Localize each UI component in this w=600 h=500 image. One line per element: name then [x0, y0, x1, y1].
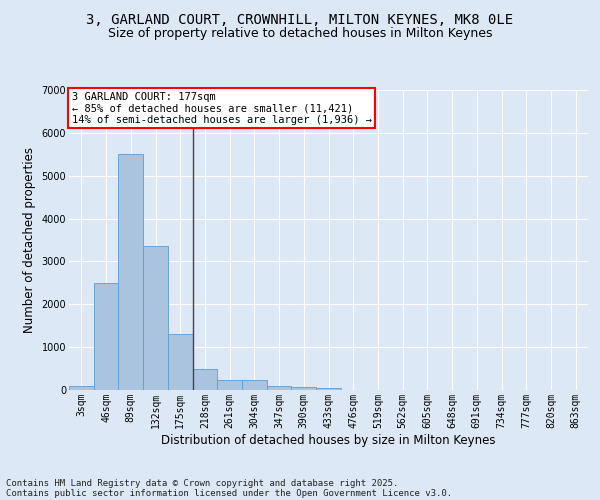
Bar [69, 386, 94, 390]
X-axis label: Distribution of detached houses by size in Milton Keynes: Distribution of detached houses by size … [161, 434, 496, 446]
Text: Contains public sector information licensed under the Open Government Licence v3: Contains public sector information licen… [6, 488, 452, 498]
Text: 3 GARLAND COURT: 177sqm
← 85% of detached houses are smaller (11,421)
14% of sem: 3 GARLAND COURT: 177sqm ← 85% of detache… [71, 92, 371, 124]
Bar [242, 380, 267, 390]
Text: 3, GARLAND COURT, CROWNHILL, MILTON KEYNES, MK8 0LE: 3, GARLAND COURT, CROWNHILL, MILTON KEYN… [86, 12, 514, 26]
Bar [292, 388, 316, 390]
Bar [217, 380, 242, 390]
Bar [267, 386, 292, 390]
Text: Contains HM Land Registry data © Crown copyright and database right 2025.: Contains HM Land Registry data © Crown c… [6, 478, 398, 488]
Text: Size of property relative to detached houses in Milton Keynes: Size of property relative to detached ho… [108, 28, 492, 40]
Y-axis label: Number of detached properties: Number of detached properties [23, 147, 36, 333]
Bar [94, 283, 118, 390]
Bar [316, 388, 341, 390]
Bar [193, 368, 217, 390]
Bar [168, 334, 193, 390]
Bar [118, 154, 143, 390]
Bar [143, 246, 168, 390]
